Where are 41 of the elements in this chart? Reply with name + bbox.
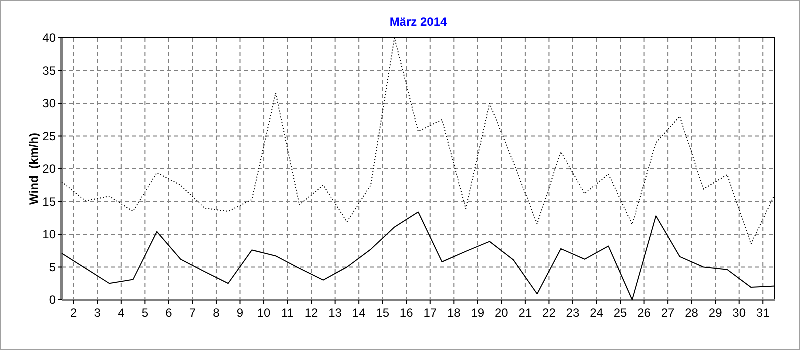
x-tick-label: 29 xyxy=(708,306,723,320)
x-tick-label: 18 xyxy=(447,306,462,320)
x-tick-label: 24 xyxy=(590,306,604,320)
y-tick-label: 25 xyxy=(42,129,56,144)
x-tick-label: 4 xyxy=(118,306,126,320)
x-tick-label: 10 xyxy=(257,306,272,320)
x-tick-label: 27 xyxy=(661,306,676,320)
x-tick-label: 19 xyxy=(471,306,485,320)
y-axis-title: Wind (km/h) xyxy=(27,133,41,205)
x-tick-label: 25 xyxy=(614,306,628,320)
x-tick-label: 3 xyxy=(94,306,102,320)
x-tick-label: 12 xyxy=(304,306,319,320)
x-tick-label: 9 xyxy=(236,306,244,320)
x-tick-label: 5 xyxy=(142,306,149,320)
x-tick-label: 8 xyxy=(213,306,220,320)
y-tick-label: 35 xyxy=(42,64,56,78)
x-tick-label: 20 xyxy=(495,306,509,320)
x-tick-label: 21 xyxy=(518,306,532,320)
x-tick-label: 7 xyxy=(189,306,196,320)
y-tick-label: 20 xyxy=(42,162,56,176)
x-tick-label: 28 xyxy=(685,306,699,320)
x-tick-label: 16 xyxy=(400,306,414,320)
y-tick-label: 15 xyxy=(42,194,56,209)
x-tick-label: 31 xyxy=(756,306,770,320)
x-tick-label: 30 xyxy=(732,306,746,320)
y-tick-label: 30 xyxy=(42,96,56,111)
x-tick-label: 11 xyxy=(282,306,294,320)
y-tick-label: 40 xyxy=(42,31,56,46)
x-tick-label: 6 xyxy=(166,306,173,320)
x-tick-label: 14 xyxy=(352,306,366,320)
y-tick-label: 10 xyxy=(42,228,56,242)
x-tick-label: 23 xyxy=(566,306,580,320)
x-tick-label: 15 xyxy=(376,306,390,320)
x-tick-label: 17 xyxy=(424,306,438,320)
x-tick-label: 13 xyxy=(328,306,342,320)
x-tick-label: 26 xyxy=(638,306,652,320)
y-tick-label: 0 xyxy=(49,293,56,308)
chart-title: März 2014 xyxy=(390,15,448,29)
x-tick-label: 2 xyxy=(70,306,78,320)
x-tick-label: 22 xyxy=(542,306,556,320)
y-tick-label: 5 xyxy=(49,260,56,274)
